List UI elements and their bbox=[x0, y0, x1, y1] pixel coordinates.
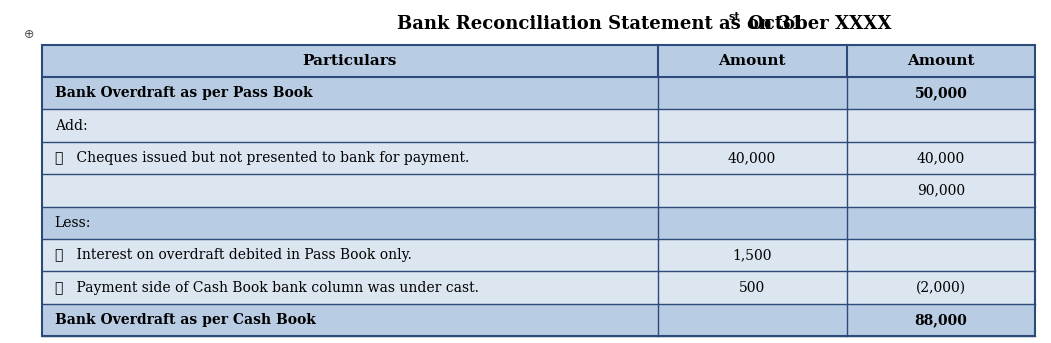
Bar bbox=[42, 109, 1035, 142]
Bar bbox=[42, 77, 1035, 109]
Text: ❖   Cheques issued but not presented to bank for payment.: ❖ Cheques issued but not presented to ba… bbox=[55, 151, 469, 165]
Bar bbox=[42, 174, 1035, 206]
Text: 50,000: 50,000 bbox=[914, 86, 967, 100]
Text: Bank Overdraft as per Pass Book: Bank Overdraft as per Pass Book bbox=[55, 86, 312, 100]
Bar bbox=[42, 45, 1035, 77]
Text: Less:: Less: bbox=[55, 216, 91, 230]
Text: Bank Overdraft as per Cash Book: Bank Overdraft as per Cash Book bbox=[55, 313, 315, 327]
Text: 500: 500 bbox=[739, 281, 765, 295]
Bar bbox=[42, 304, 1035, 336]
Text: 40,000: 40,000 bbox=[728, 151, 777, 165]
Text: 90,000: 90,000 bbox=[916, 184, 965, 197]
Text: ❖   Interest on overdraft debited in Pass Book only.: ❖ Interest on overdraft debited in Pass … bbox=[55, 248, 412, 262]
Bar bbox=[42, 142, 1035, 174]
Text: ❖   Payment side of Cash Book bank column was under cast.: ❖ Payment side of Cash Book bank column … bbox=[55, 281, 478, 295]
Bar bbox=[42, 206, 1035, 239]
Text: 1,500: 1,500 bbox=[733, 248, 771, 262]
Text: Add:: Add: bbox=[55, 119, 87, 133]
Text: Amount: Amount bbox=[719, 54, 786, 68]
Text: Particulars: Particulars bbox=[303, 54, 397, 68]
Text: 88,000: 88,000 bbox=[914, 313, 967, 327]
Text: Bank Reconciliation Statement as on 31: Bank Reconciliation Statement as on 31 bbox=[397, 15, 804, 33]
Text: ⊕: ⊕ bbox=[24, 28, 35, 41]
Bar bbox=[42, 45, 1035, 336]
Text: 40,000: 40,000 bbox=[916, 151, 965, 165]
Text: (2,000): (2,000) bbox=[915, 281, 966, 295]
Text: Amount: Amount bbox=[907, 54, 974, 68]
Text: October XXXX: October XXXX bbox=[742, 15, 891, 33]
Bar bbox=[42, 271, 1035, 304]
Bar bbox=[42, 239, 1035, 271]
Text: st: st bbox=[728, 11, 740, 22]
